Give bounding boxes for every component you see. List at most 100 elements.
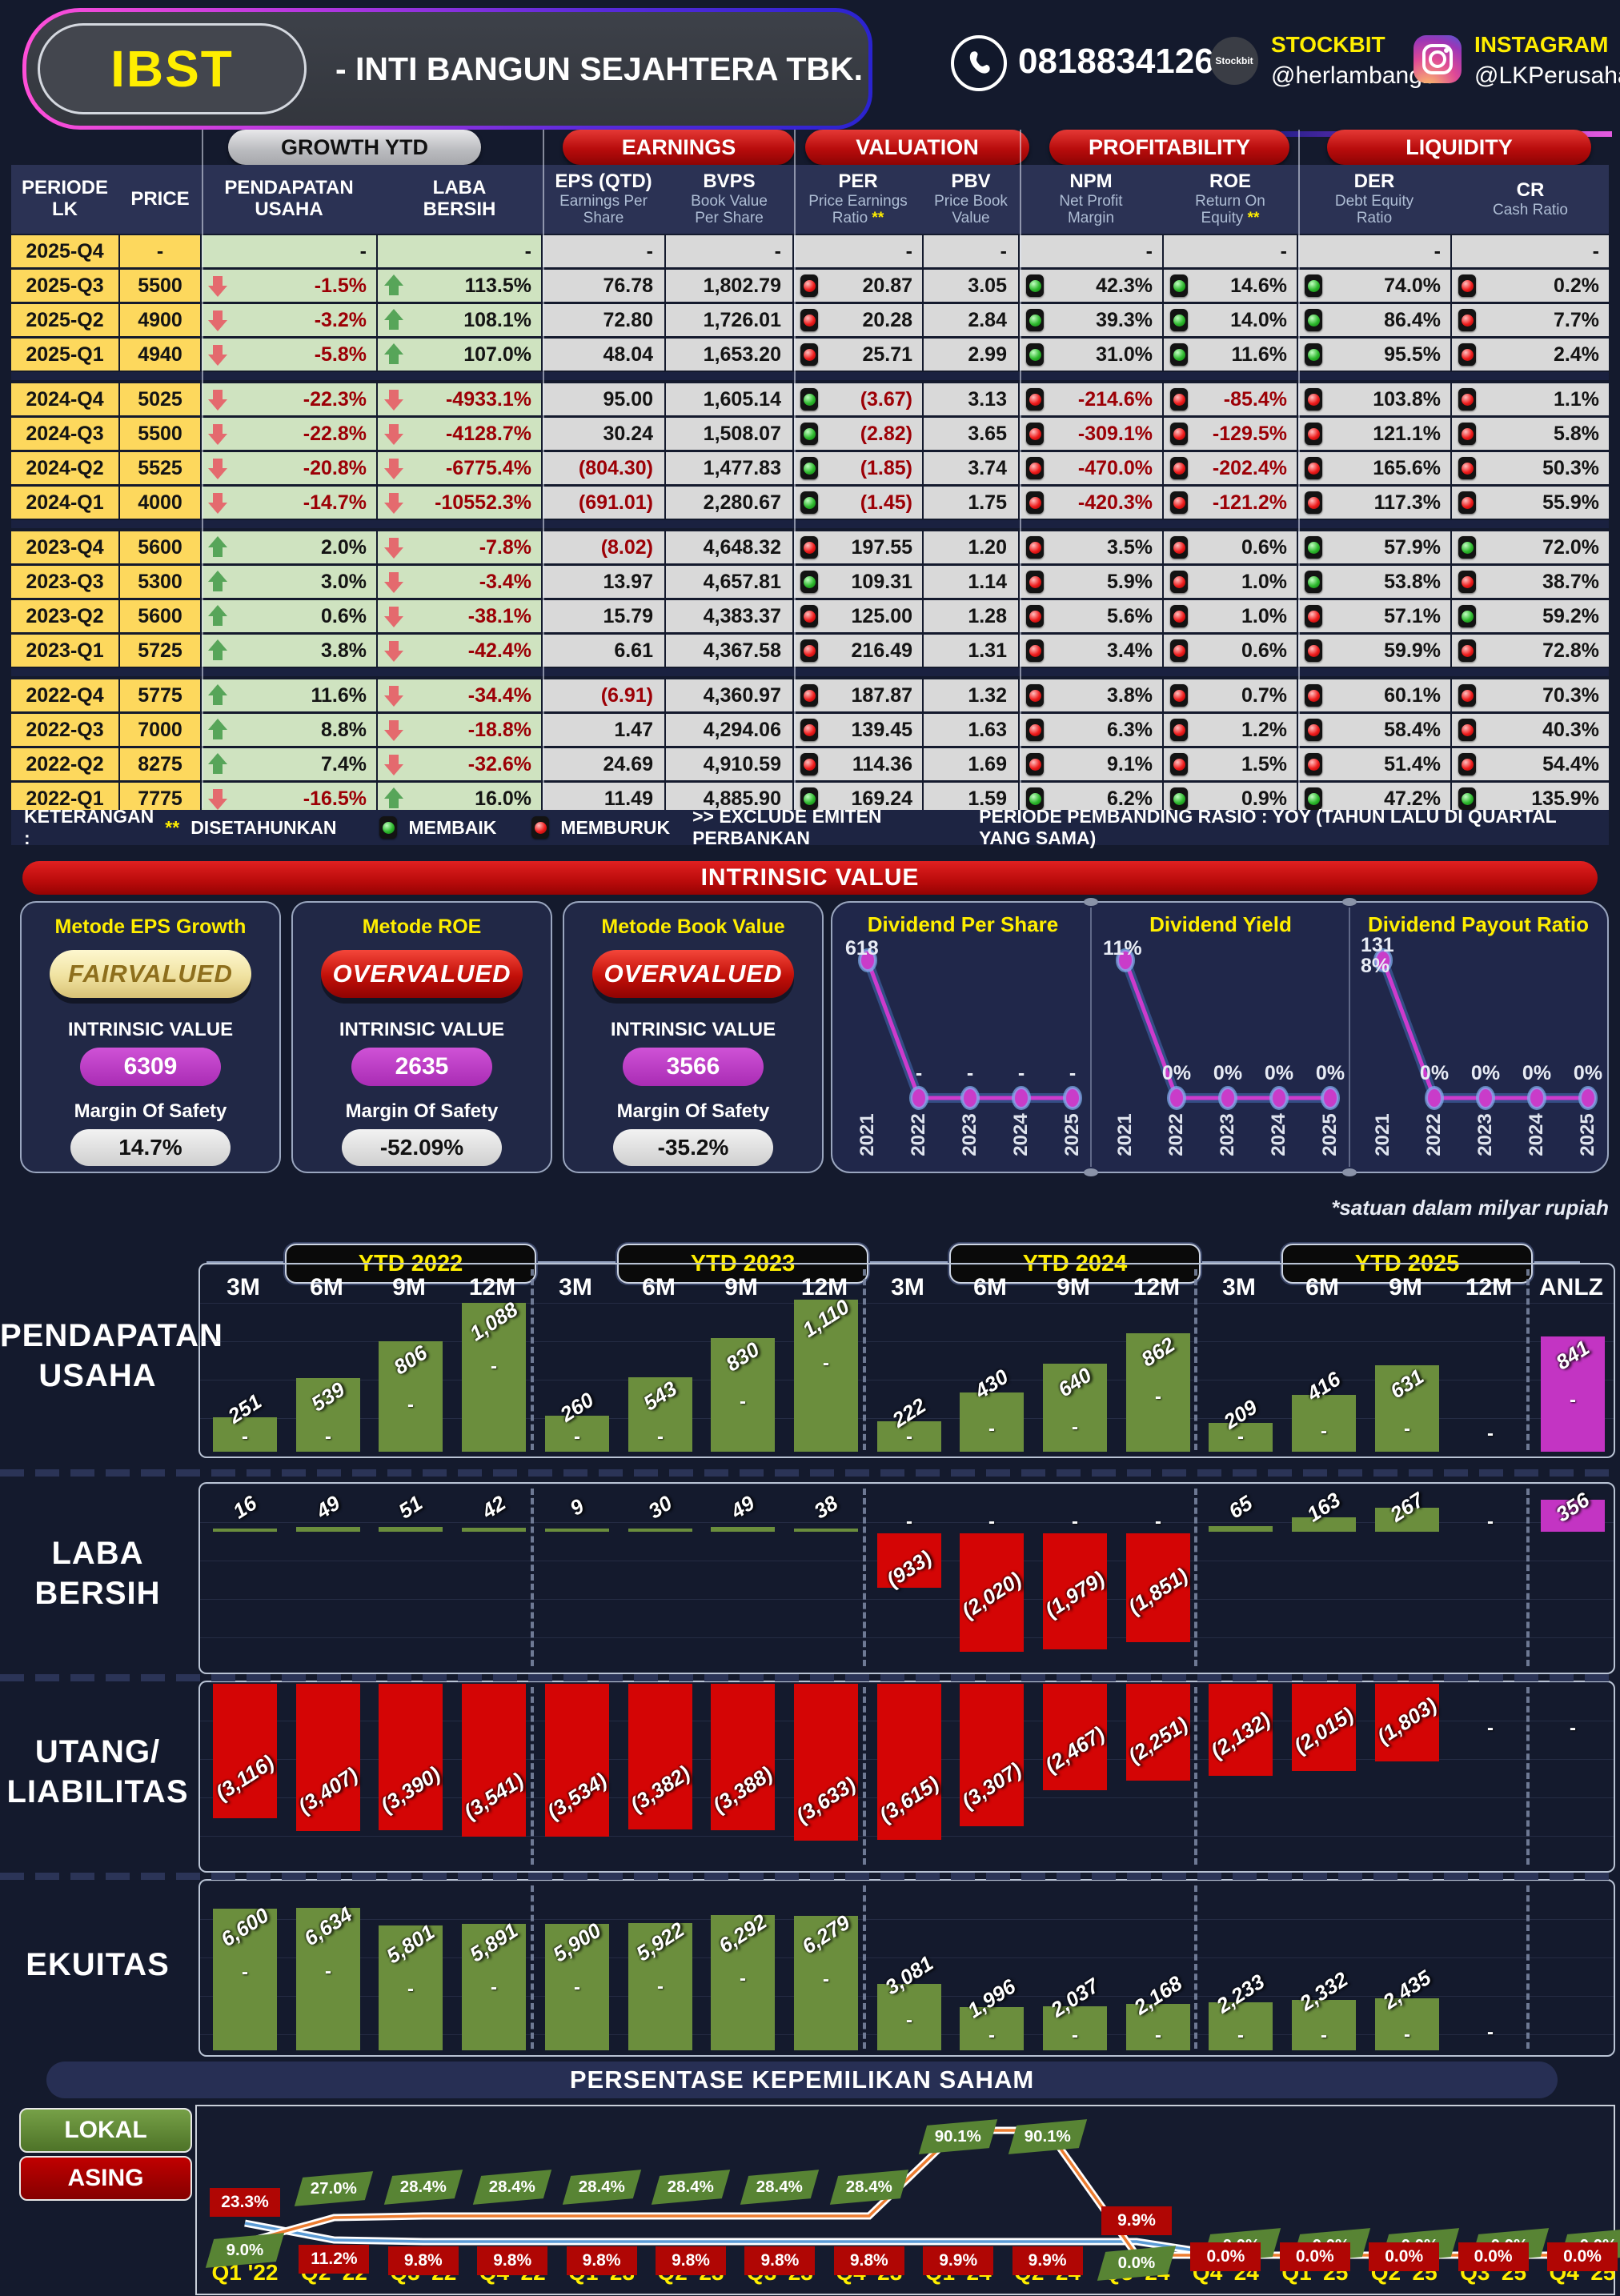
- cell-der: 57.9%: [1298, 531, 1450, 563]
- stockbit-icon[interactable]: Stockbit: [1210, 37, 1258, 85]
- data-label: -: [915, 1062, 923, 1084]
- cell-periode: 2024-Q3: [11, 418, 118, 450]
- cell-pendapatan-growth: -: [202, 235, 376, 267]
- signal-red-icon: [1026, 753, 1044, 775]
- signal-red-icon: [1305, 684, 1322, 707]
- cell-bvps: 4,367.58: [666, 635, 792, 667]
- signal-red-icon: [1458, 274, 1476, 297]
- asing-point-label: 9.9%: [1012, 2246, 1083, 2275]
- data-label: 0%: [1213, 1062, 1243, 1084]
- arrow-down-icon: [208, 343, 227, 366]
- cell-per: 109.31: [794, 566, 922, 598]
- group-separator: [1194, 1269, 1197, 1450]
- bar: [1375, 1365, 1439, 1452]
- cell-pbv: 1.14: [924, 566, 1018, 598]
- bar: [296, 1684, 360, 1831]
- signal-green-icon: [800, 491, 818, 514]
- intrinsic-value: 6309: [80, 1048, 221, 1086]
- bar-sub-dash: -: [491, 1977, 497, 1998]
- whatsapp-icon[interactable]: [951, 35, 1007, 91]
- bar: [711, 1684, 775, 1830]
- asing-point-label: 0.0%: [1547, 2242, 1618, 2271]
- table-row: 2023-Q3 5300 3.0% -3.4% 13.97 4,657.81 109.31 1…: [11, 566, 1609, 598]
- margin-of-safety-value: -52.09%: [342, 1129, 502, 1166]
- axis-year-label: 2024: [1268, 1113, 1289, 1156]
- bar: [1043, 1533, 1107, 1649]
- unit-note: *satuan dalam milyar rupiah: [1331, 1196, 1609, 1220]
- stockbit-handle[interactable]: @herlambangb: [1271, 62, 1436, 89]
- signal-red-icon: [800, 274, 818, 297]
- signal-red-icon: [1170, 753, 1188, 775]
- cell-der: 95.5%: [1298, 339, 1450, 371]
- signal-red-icon: [1026, 457, 1044, 479]
- bar-value-label: -: [988, 1511, 995, 1533]
- group-separator: [1526, 1885, 1530, 2049]
- dividend-separator: [1090, 908, 1092, 1167]
- cell-per: 25.71: [794, 339, 922, 371]
- cell-cr: 38.7%: [1452, 566, 1609, 598]
- cell-bvps: -: [666, 235, 792, 267]
- signal-red-icon: [1458, 423, 1476, 445]
- cell-npm: 6.3%: [1020, 714, 1162, 746]
- signal-green-icon: [1026, 343, 1044, 366]
- cell-pendapatan-growth: 0.6%: [202, 600, 376, 632]
- cell-bvps: 1,653.20: [666, 339, 792, 371]
- cell-periode: 2024-Q2: [11, 452, 118, 484]
- period-label: 6M: [285, 1274, 368, 1301]
- bar: [960, 2007, 1024, 2050]
- group-pill: EARNINGS: [563, 130, 795, 165]
- signal-red-icon: [1458, 457, 1476, 479]
- cell-der: 117.3%: [1298, 487, 1450, 519]
- bar: [1541, 1336, 1605, 1452]
- cell-pbv: 1.32: [924, 679, 1018, 711]
- signal-red-icon: [1305, 457, 1322, 479]
- cell-periode: 2024-Q4: [11, 383, 118, 415]
- bar: [960, 1392, 1024, 1452]
- connector-nub: [1084, 1168, 1098, 1176]
- bar-sub-dash: -: [325, 1961, 331, 1982]
- arrow-down-icon: [384, 639, 403, 662]
- data-label: 618: [845, 937, 879, 960]
- arrow-up-icon: [208, 605, 227, 627]
- arrow-down-icon: [384, 684, 403, 707]
- cell-roe: 0.6%: [1164, 531, 1297, 563]
- signal-red-icon: [800, 309, 818, 331]
- arrow-up-icon: [208, 536, 227, 559]
- group-separator: [531, 1489, 534, 1666]
- bar-sub-dash: -: [1072, 2025, 1078, 2046]
- dividend-separator: [1349, 908, 1350, 1167]
- cell-pbv: 2.99: [924, 339, 1018, 371]
- instagram-handle[interactable]: @LKPerusahaan: [1474, 62, 1620, 89]
- instagram-icon[interactable]: [1413, 35, 1462, 83]
- group-separator: [1526, 1269, 1530, 1450]
- bar-value-label: 65: [1224, 1490, 1257, 1524]
- cell-pbv: 1.75: [924, 487, 1018, 519]
- cell-price: 8275: [120, 748, 200, 780]
- table-row: 2025-Q2 4900 -3.2% 108.1% 72.80 1,726.01 20.28…: [11, 304, 1609, 336]
- asing-point-label: 0.0%: [1279, 2242, 1350, 2271]
- asing-point-label: 0.0%: [1369, 2242, 1440, 2271]
- column-header: CR Cash Ratio: [1493, 178, 1568, 218]
- arrow-up-icon: [384, 343, 403, 366]
- axis-year-label: 2022: [908, 1113, 929, 1156]
- cell-der: 121.1%: [1298, 418, 1450, 450]
- bar-sub-dash: -: [906, 2010, 912, 2031]
- connector-nub: [1342, 898, 1357, 906]
- cell-npm: 6.2%: [1020, 783, 1162, 815]
- bar: [296, 1527, 360, 1532]
- signal-green-icon: [1458, 605, 1476, 627]
- bar-value-label: 49: [311, 1490, 345, 1524]
- bar-value-label: -: [1487, 1511, 1494, 1533]
- legend-membaik: MEMBAIK: [408, 816, 497, 838]
- group-separator: [1526, 1489, 1530, 1666]
- cell-roe: 0.6%: [1164, 635, 1297, 667]
- signal-red-icon: [800, 684, 818, 707]
- period-label: 12M: [1447, 1274, 1530, 1301]
- intrinsic-value: 3566: [623, 1048, 764, 1086]
- signal-red-icon: [800, 343, 818, 366]
- bar: [1209, 1684, 1273, 1776]
- arrow-down-icon: [208, 787, 227, 810]
- bar-value-label: 51: [394, 1490, 427, 1524]
- asing-point-label: 9.9%: [1101, 2206, 1172, 2235]
- period-label: 3M: [202, 1274, 285, 1301]
